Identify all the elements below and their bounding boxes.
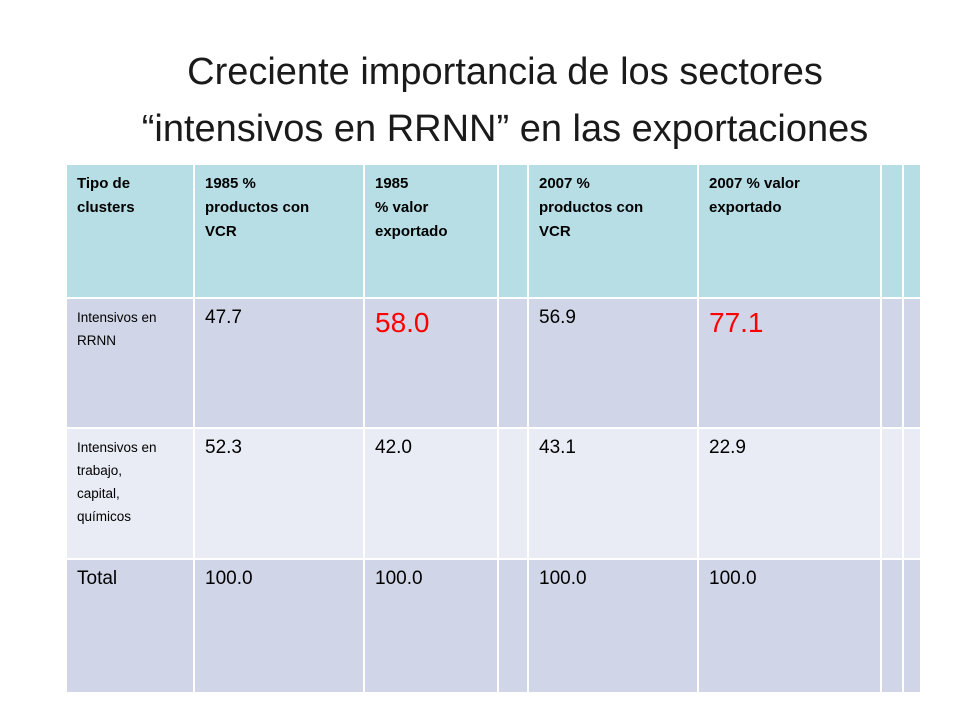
table-header-row: Tipo de clusters 1985 % productos con VC…: [65, 163, 922, 299]
row-label: Intensivos en RRNN: [65, 297, 195, 429]
export-clusters-table: Tipo de clusters 1985 % productos con VC…: [65, 163, 922, 694]
table-cell-empty: [497, 427, 529, 560]
table-cell: 100.0: [697, 558, 882, 694]
table-cell-empty: [880, 427, 904, 560]
row-label: Intensivos en trabajo, capital, químicos: [65, 427, 195, 560]
slide-title-line-1: Creciente importancia de los sectores: [187, 51, 823, 93]
table-cell: 100.0: [527, 558, 699, 694]
column-header-empty: [902, 163, 922, 299]
table-cell: 52.3: [193, 427, 365, 560]
table-cell-empty: [497, 297, 529, 429]
slide-title-line-2: “intensivos en RRNN” en las exportacione…: [141, 108, 869, 150]
table-row-total: Total 100.0 100.0 100.0 100.0: [65, 558, 922, 694]
table-cell-empty: [902, 297, 922, 429]
table-cell: 22.9: [697, 427, 882, 560]
table-cell-empty: [880, 558, 904, 694]
table-cell-empty: [902, 427, 922, 560]
table-cell-empty: [902, 558, 922, 694]
row-label-total: Total: [65, 558, 195, 694]
table-cell-highlighted: 77.1: [697, 297, 882, 429]
table-cell: 56.9: [527, 297, 699, 429]
column-header-empty: [497, 163, 529, 299]
table-cell-empty: [880, 297, 904, 429]
column-header-products-rca-2007: 2007 % productos con VCR: [527, 163, 699, 299]
table-cell: 100.0: [193, 558, 365, 694]
column-header-empty: [880, 163, 904, 299]
table-row: Intensivos en RRNN 47.7 58.0 56.9 77.1: [65, 297, 922, 429]
table-cell-empty: [497, 558, 529, 694]
table-cell-highlighted: 58.0: [363, 297, 499, 429]
table-cell: 43.1: [527, 427, 699, 560]
table-cell: 47.7: [193, 297, 365, 429]
column-header-export-value-1985: 1985 % valor exportado: [363, 163, 499, 299]
table-row: Intensivos en trabajo, capital, químicos…: [65, 427, 922, 560]
column-header-export-value-2007: 2007 % valor exportado: [697, 163, 882, 299]
table-cell: 42.0: [363, 427, 499, 560]
table-cell: 100.0: [363, 558, 499, 694]
slide-title: Creciente importancia de los sectores “i…: [70, 44, 940, 158]
column-header-products-rca-1985: 1985 % productos con VCR: [193, 163, 365, 299]
column-header-cluster-type: Tipo de clusters: [65, 163, 195, 299]
